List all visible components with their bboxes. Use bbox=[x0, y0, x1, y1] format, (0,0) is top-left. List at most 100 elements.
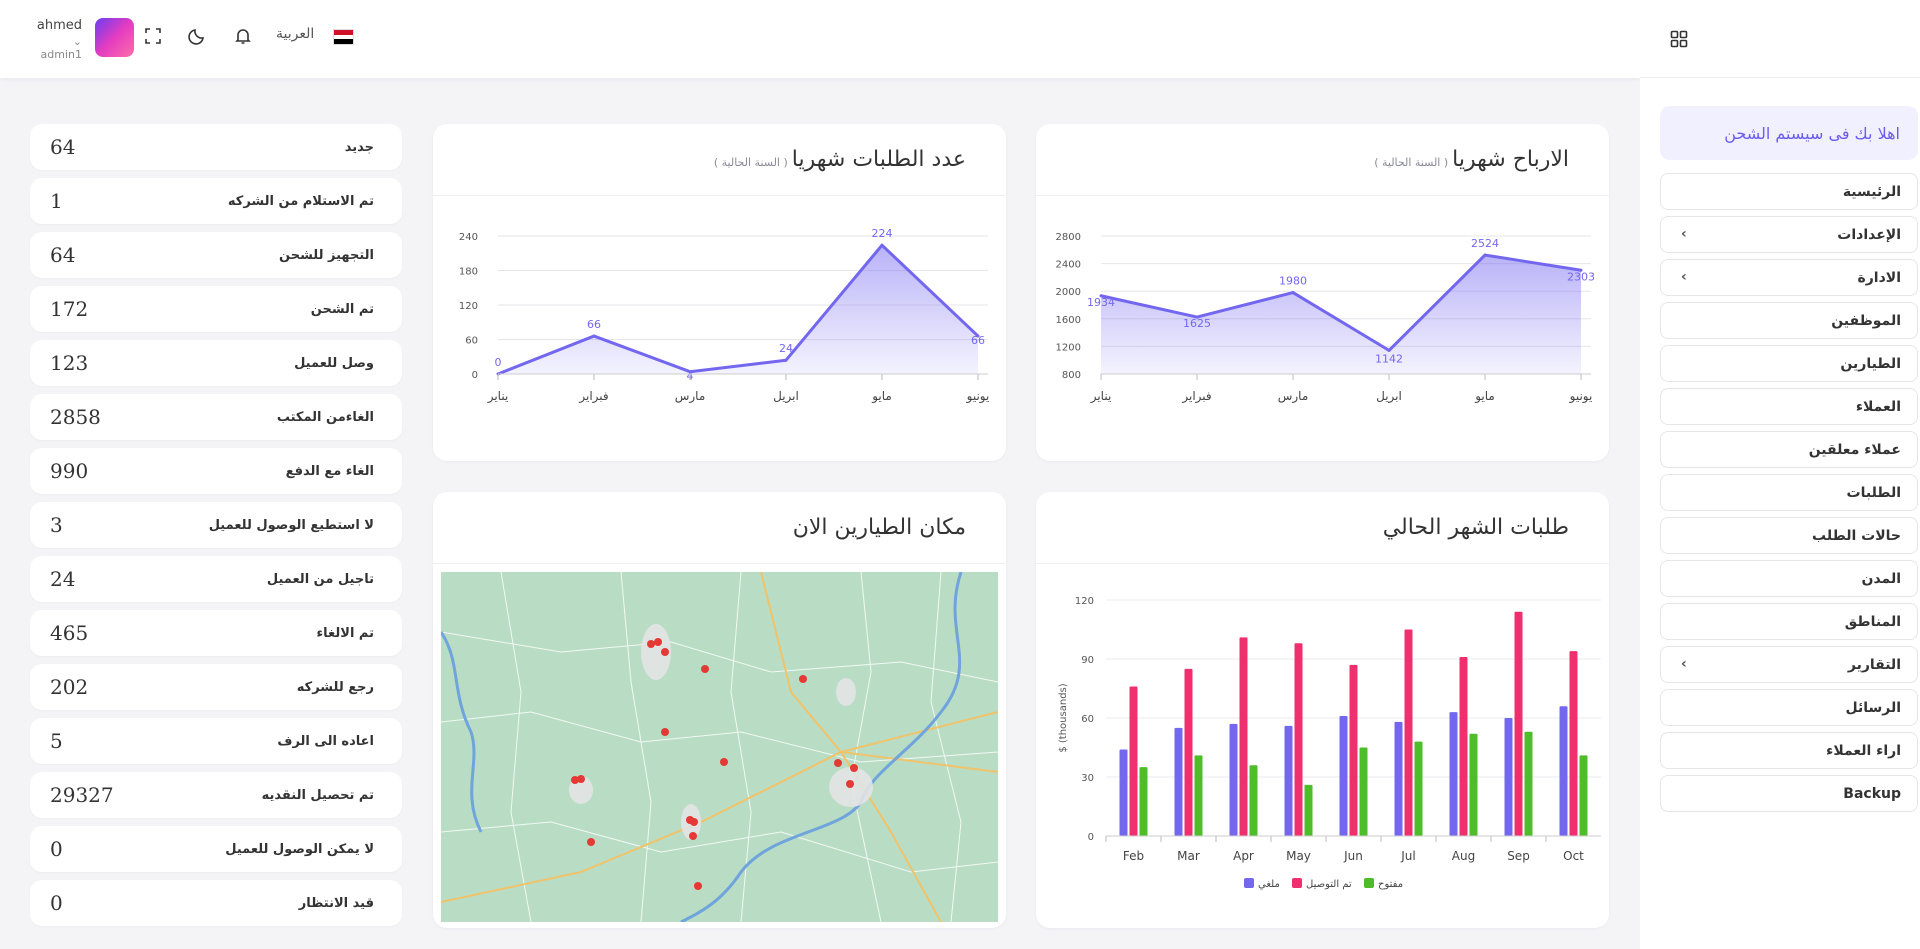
status-count: 64 bbox=[50, 135, 76, 159]
status-item[interactable]: 64 جديد bbox=[30, 124, 402, 170]
sidebar-item[interactable]: Backup bbox=[1660, 775, 1918, 812]
status-label: الغاءمن المكتب bbox=[276, 409, 374, 425]
data-point bbox=[784, 358, 788, 362]
y-tick-label: 2800 bbox=[1056, 232, 1081, 243]
sidebar-item[interactable]: عملاء معلقين bbox=[1660, 431, 1918, 468]
status-count: 465 bbox=[50, 621, 89, 645]
x-tick-label: مايو bbox=[1474, 389, 1495, 404]
data-point bbox=[976, 334, 980, 338]
status-item[interactable]: 29327 تم تحصيل النقديه bbox=[30, 772, 402, 818]
data-label: 2303 bbox=[1567, 270, 1595, 283]
status-label: تم تحصيل النقديه bbox=[261, 787, 374, 803]
y-tick-label: 90 bbox=[1081, 655, 1094, 666]
drivers-map[interactable] bbox=[441, 572, 998, 922]
status-label: تم الاستلام من الشركه bbox=[227, 193, 374, 209]
y-tick-label: 1200 bbox=[1056, 342, 1081, 353]
bar bbox=[1239, 637, 1248, 836]
status-count: 24 bbox=[50, 567, 76, 591]
x-tick-label: Apr bbox=[1233, 849, 1254, 863]
user-name: ahmed bbox=[36, 18, 82, 33]
status-item[interactable]: 465 تم الالغاء bbox=[30, 610, 402, 656]
status-item[interactable]: 3 لا استطيع الوصول للعميل bbox=[30, 502, 402, 548]
sidebar-item[interactable]: الطيارين bbox=[1660, 345, 1918, 382]
sidebar-item[interactable]: اراء العملاء bbox=[1660, 732, 1918, 769]
data-point bbox=[880, 243, 884, 247]
drivers-map-card: مكان الطيارين الان bbox=[433, 492, 1006, 928]
status-label: قيد الانتظار bbox=[298, 895, 374, 911]
y-tick-label: 800 bbox=[1062, 370, 1081, 381]
status-item[interactable]: 64 التجهيز للشحن bbox=[30, 232, 402, 278]
x-tick-label: مارس bbox=[675, 389, 706, 404]
y-tick-label: 60 bbox=[1081, 714, 1094, 725]
x-tick-label: مارس bbox=[1278, 389, 1309, 404]
sidebar-item[interactable]: المناطق bbox=[1660, 603, 1918, 640]
y-tick-label: 240 bbox=[459, 232, 478, 243]
sidebar-item[interactable]: المدن bbox=[1660, 560, 1918, 597]
top-bar: ahmed ⌄ admin1 العربية bbox=[0, 0, 1640, 78]
chevron-left-icon: ‹ bbox=[1681, 226, 1687, 242]
data-label: 2524 bbox=[1471, 237, 1499, 250]
status-item[interactable]: 172 تم الشحن bbox=[30, 286, 402, 332]
status-item[interactable]: 202 رجع للشركه bbox=[30, 664, 402, 710]
status-count: 5 bbox=[50, 729, 63, 753]
sidebar-item[interactable]: الادارة ‹ bbox=[1660, 259, 1918, 296]
fullscreen-icon[interactable] bbox=[139, 22, 167, 50]
avatar[interactable] bbox=[95, 18, 134, 57]
x-tick-label: Oct bbox=[1563, 849, 1584, 863]
y-tick-label: 1600 bbox=[1056, 315, 1081, 326]
sidebar-header bbox=[1640, 0, 1920, 78]
x-tick-label: Jun bbox=[1343, 849, 1363, 863]
status-item[interactable]: 1 تم الاستلام من الشركه bbox=[30, 178, 402, 224]
card-header: طلبات الشهر الحالي bbox=[1036, 492, 1609, 564]
legend-label: ملغي bbox=[1258, 879, 1280, 890]
x-tick-label: يونيو bbox=[1569, 389, 1593, 404]
x-tick-label: يونيو bbox=[966, 389, 990, 404]
status-label: وصل للعميل bbox=[294, 355, 374, 371]
data-point bbox=[1195, 315, 1199, 319]
sidebar-item[interactable]: التقارير ‹ bbox=[1660, 646, 1918, 683]
bar bbox=[1129, 686, 1138, 836]
data-label: 66 bbox=[971, 334, 985, 347]
sidebar-item-label: الادارة bbox=[1857, 269, 1901, 286]
data-label: 0 bbox=[495, 356, 502, 369]
bell-icon[interactable] bbox=[229, 22, 257, 50]
sidebar-item[interactable]: حالات الطلب bbox=[1660, 517, 1918, 554]
status-item[interactable]: 24 تاجيل من العميل bbox=[30, 556, 402, 602]
sidebar-item[interactable]: الرئيسية bbox=[1660, 173, 1918, 210]
profits-area-chart: 800 1200 1600 2000 2400 2800 1934 1625 1980 1142 2… bbox=[1056, 232, 1595, 404]
profits-monthly-card: ( السنة الحالية ) الارباح شهريا 800 1200 1… bbox=[1036, 124, 1609, 461]
moon-icon[interactable] bbox=[183, 22, 211, 50]
y-tick-label: 30 bbox=[1081, 773, 1094, 784]
y-axis-label: $ (thousands) bbox=[1058, 683, 1069, 752]
status-item[interactable]: 123 وصل للعميل bbox=[30, 340, 402, 386]
sidebar-item[interactable]: الرسائل bbox=[1660, 689, 1918, 726]
user-role: ⌄ admin1 bbox=[40, 35, 82, 61]
orders-area-chart: 06012018024006642422466ينايرفبرايرمارساب… bbox=[459, 227, 990, 404]
status-item[interactable]: 0 قيد الانتظار bbox=[30, 880, 402, 926]
bar bbox=[1414, 741, 1423, 836]
grid-menu-icon[interactable] bbox=[1670, 30, 1688, 52]
sidebar-item[interactable]: الطلبات bbox=[1660, 474, 1918, 511]
language-selector[interactable]: العربية bbox=[276, 26, 315, 42]
status-item[interactable]: 0 لا يمكن الوصول للعميل bbox=[30, 826, 402, 872]
user-menu[interactable]: ahmed ⌄ admin1 bbox=[30, 18, 82, 61]
series-area bbox=[498, 245, 978, 374]
sidebar-item[interactable]: الإعدادات ‹ bbox=[1660, 216, 1918, 253]
sidebar-item-label: حالات الطلب bbox=[1812, 527, 1901, 544]
bar bbox=[1514, 611, 1523, 836]
status-item[interactable]: 2858 الغاءمن المكتب bbox=[30, 394, 402, 440]
data-point bbox=[592, 334, 596, 338]
legend-swatch bbox=[1292, 878, 1302, 888]
sidebar-item[interactable]: العملاء bbox=[1660, 388, 1918, 425]
egypt-flag-icon[interactable] bbox=[333, 29, 354, 45]
status-count: 0 bbox=[50, 837, 63, 861]
status-item[interactable]: 990 الغاء مع الدفع bbox=[30, 448, 402, 494]
current-month-orders-card: طلبات الشهر الحالي 0 30 60 90 120 $ (thousand… bbox=[1036, 492, 1609, 928]
y-tick-label: 120 bbox=[1075, 596, 1094, 607]
sidebar-item[interactable]: الموظفين bbox=[1660, 302, 1918, 339]
bar bbox=[1194, 755, 1203, 836]
status-count: 64 bbox=[50, 243, 76, 267]
status-item[interactable]: 5 اعاده الى الرف bbox=[30, 718, 402, 764]
y-tick-label: 180 bbox=[459, 267, 478, 278]
x-tick-label: فبراير bbox=[1181, 389, 1211, 404]
